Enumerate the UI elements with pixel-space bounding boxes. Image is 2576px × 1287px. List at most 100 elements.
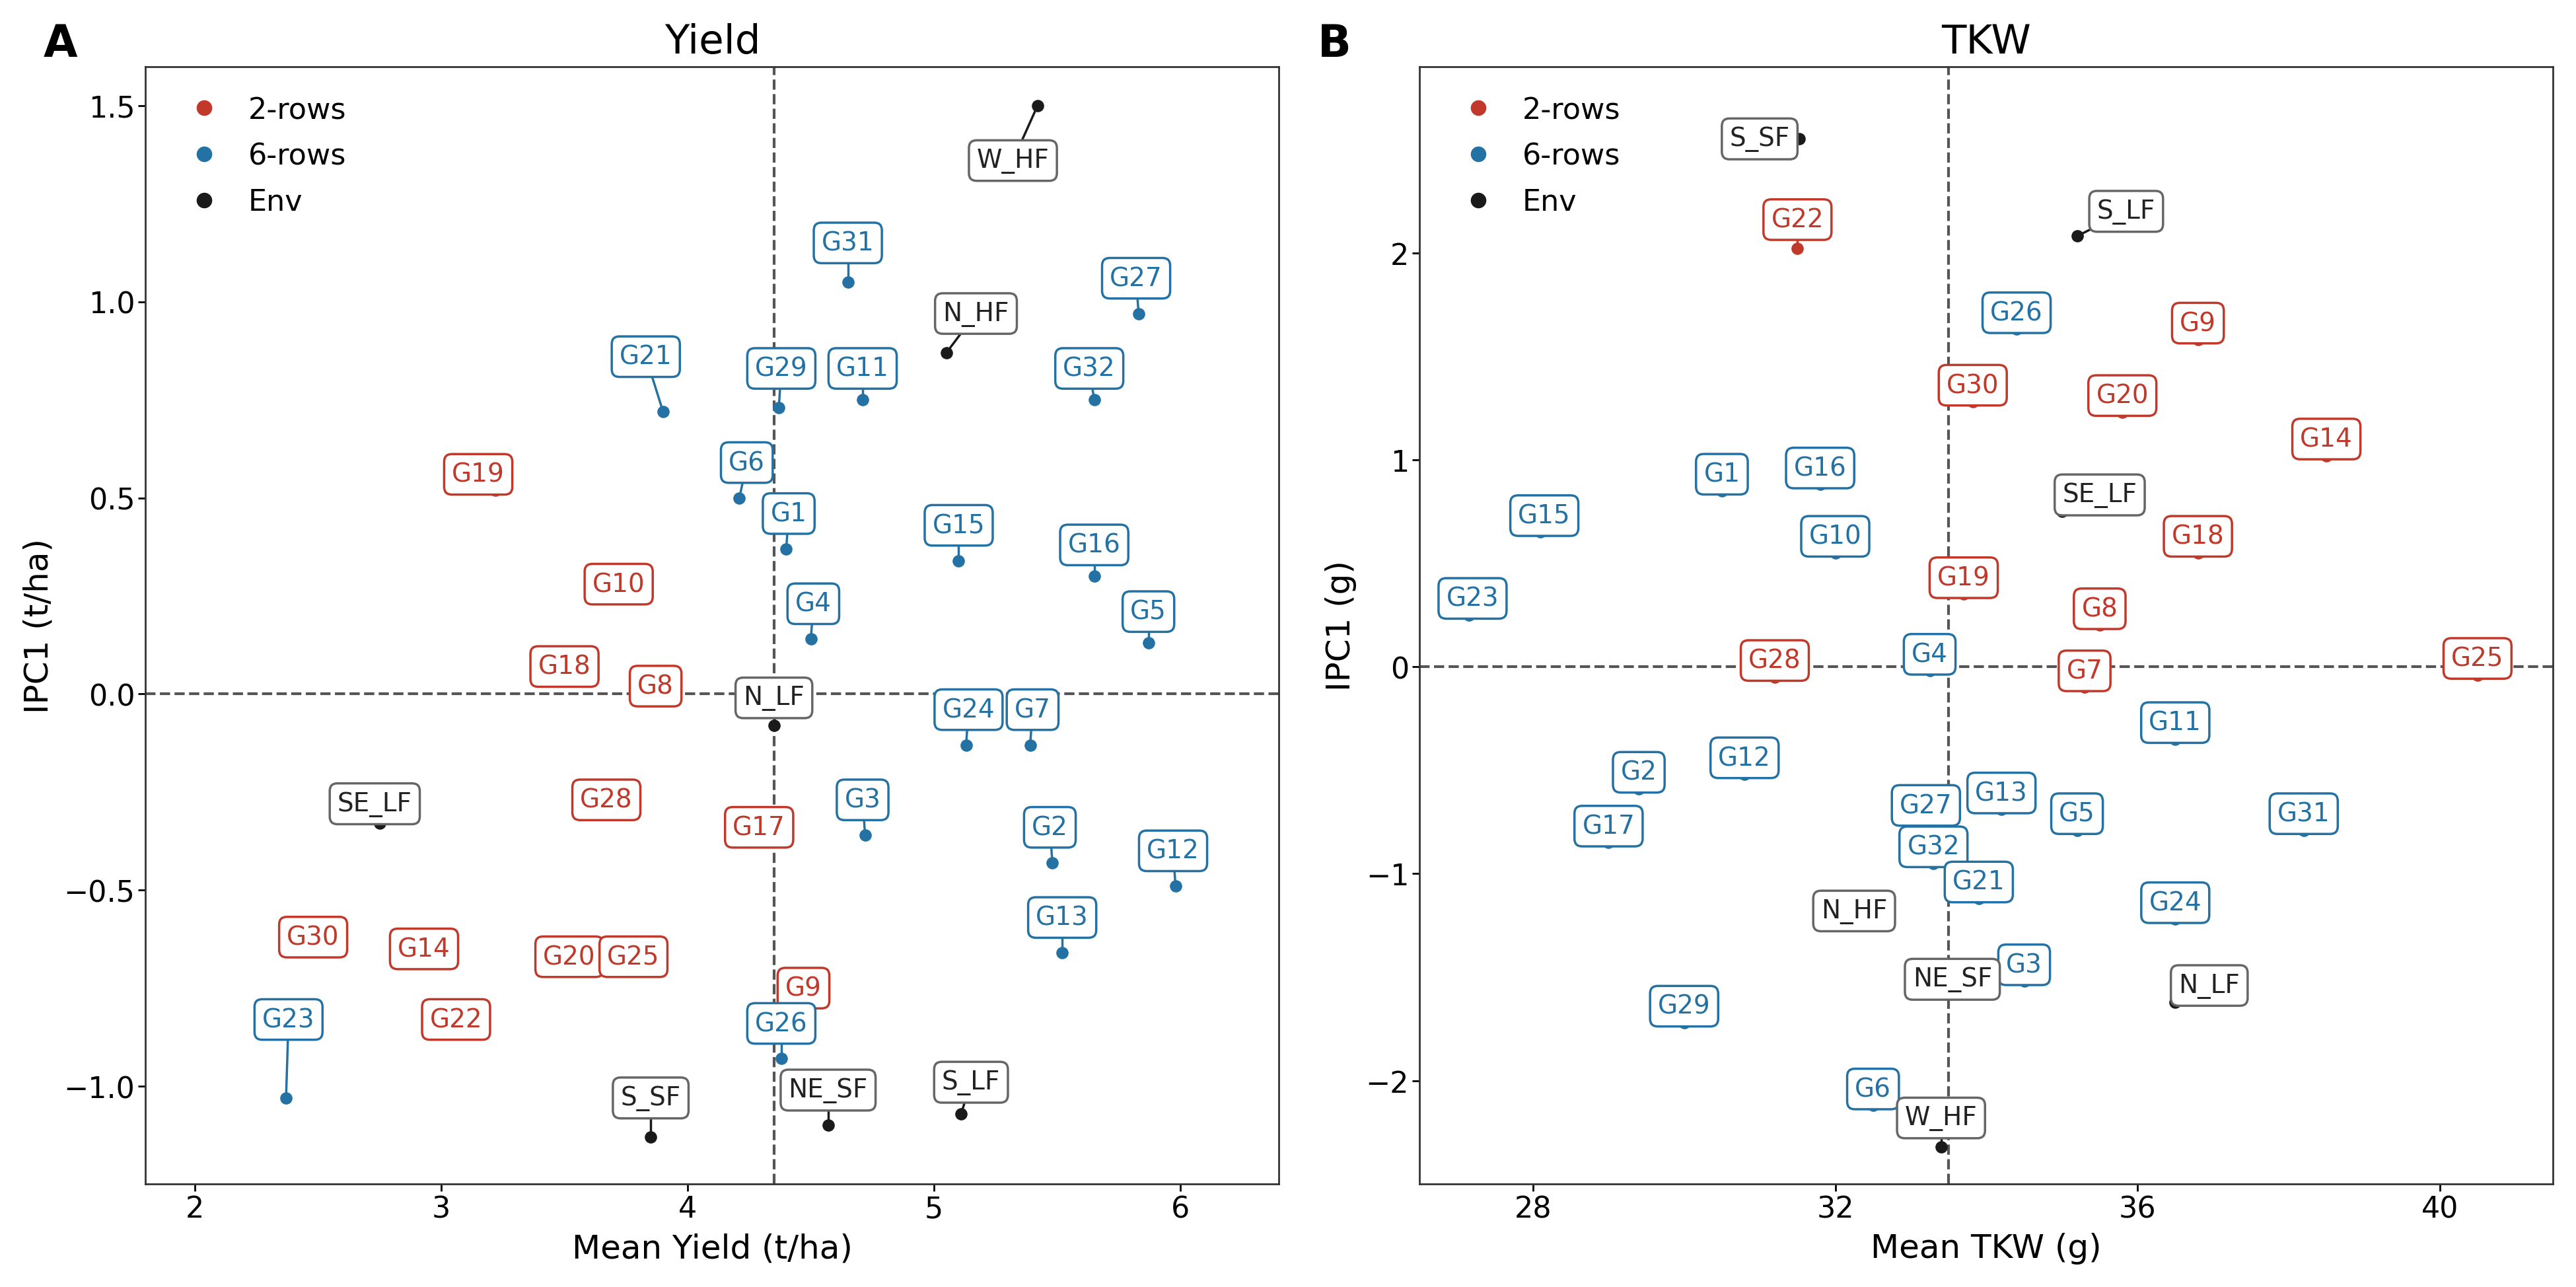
Text: G21: G21 bbox=[1953, 870, 2004, 894]
Text: NE_SF: NE_SF bbox=[1911, 967, 1991, 992]
Text: G7: G7 bbox=[2066, 659, 2102, 683]
Point bbox=[587, 802, 629, 822]
Text: SE_LF: SE_LF bbox=[2063, 483, 2138, 508]
Point bbox=[1074, 566, 1115, 587]
Point bbox=[938, 551, 979, 571]
Point bbox=[2004, 972, 2045, 992]
Point bbox=[631, 1127, 672, 1148]
Point bbox=[2063, 677, 2105, 698]
Point bbox=[1074, 390, 1115, 411]
Point bbox=[945, 735, 987, 755]
Title: TKW: TKW bbox=[1942, 23, 2032, 62]
Point bbox=[438, 1009, 479, 1030]
Text: G6: G6 bbox=[1855, 1076, 1891, 1102]
Text: G21: G21 bbox=[618, 345, 672, 369]
Text: G3: G3 bbox=[2007, 952, 2043, 978]
Point bbox=[2177, 543, 2218, 564]
Point bbox=[600, 586, 641, 606]
Point bbox=[1154, 876, 1195, 897]
Text: G24: G24 bbox=[2148, 891, 2202, 915]
Point bbox=[636, 683, 677, 704]
Text: G32: G32 bbox=[1906, 834, 1960, 860]
Text: W_HF: W_HF bbox=[976, 148, 1048, 174]
Point bbox=[2102, 403, 2143, 423]
Point bbox=[1754, 667, 1795, 687]
Text: N_LF: N_LF bbox=[2179, 973, 2241, 999]
Point bbox=[1128, 633, 1170, 654]
Title: Yield: Yield bbox=[665, 23, 760, 62]
Text: G27: G27 bbox=[1110, 266, 1162, 291]
Text: S_SF: S_SF bbox=[621, 1085, 680, 1111]
Point bbox=[791, 629, 832, 650]
Text: G16: G16 bbox=[1793, 456, 1847, 481]
Point bbox=[1906, 812, 1947, 833]
Point bbox=[757, 398, 799, 418]
Text: N_HF: N_HF bbox=[943, 301, 1010, 327]
Point bbox=[1448, 605, 1489, 625]
Point bbox=[1981, 799, 2022, 820]
Text: G29: G29 bbox=[1659, 994, 1710, 1019]
Text: S_LF: S_LF bbox=[943, 1069, 999, 1095]
Y-axis label: IPC1 (g): IPC1 (g) bbox=[1324, 560, 1358, 691]
Text: G19: G19 bbox=[1937, 565, 1991, 591]
Point bbox=[1118, 304, 1159, 324]
Point bbox=[1664, 1013, 1705, 1033]
Point bbox=[1010, 735, 1051, 755]
Point bbox=[1033, 852, 1074, 873]
Point bbox=[1018, 97, 1059, 117]
Text: G29: G29 bbox=[755, 356, 809, 381]
Point bbox=[641, 402, 683, 422]
Point bbox=[1801, 475, 1842, 495]
Point bbox=[1860, 915, 1901, 936]
Text: G18: G18 bbox=[2172, 524, 2223, 550]
Point bbox=[2282, 820, 2324, 840]
Legend: 2-rows, 6-rows, Env: 2-rows, 6-rows, Env bbox=[1435, 82, 1636, 232]
Text: G3: G3 bbox=[845, 788, 881, 812]
Point bbox=[1723, 764, 1765, 785]
Text: G9: G9 bbox=[2179, 311, 2215, 336]
Point bbox=[613, 947, 654, 968]
Text: G20: G20 bbox=[544, 945, 595, 969]
Point bbox=[2306, 445, 2347, 466]
Text: G30: G30 bbox=[286, 925, 340, 950]
X-axis label: Mean Yield (t/ha): Mean Yield (t/ha) bbox=[572, 1233, 853, 1264]
Point bbox=[1996, 319, 2038, 340]
Text: G7: G7 bbox=[1015, 698, 1051, 722]
Text: G13: G13 bbox=[1976, 781, 2027, 806]
Text: B: B bbox=[1319, 22, 1352, 66]
Text: G26: G26 bbox=[755, 1012, 809, 1036]
Point bbox=[301, 931, 343, 951]
Text: G26: G26 bbox=[1991, 301, 2043, 326]
Text: G30: G30 bbox=[1947, 373, 1999, 398]
Text: G17: G17 bbox=[1582, 813, 1636, 839]
Point bbox=[2154, 730, 2195, 750]
Point bbox=[2458, 665, 2499, 686]
Point bbox=[940, 1103, 981, 1124]
Text: G25: G25 bbox=[2452, 646, 2504, 672]
Text: G9: G9 bbox=[786, 976, 822, 1001]
Text: G11: G11 bbox=[2148, 710, 2202, 735]
Text: N_HF: N_HF bbox=[1821, 898, 1888, 924]
Text: S_LF: S_LF bbox=[2097, 199, 2156, 225]
Point bbox=[760, 1049, 801, 1069]
Point bbox=[1520, 523, 1561, 543]
Text: G22: G22 bbox=[1772, 207, 1824, 233]
Text: G5: G5 bbox=[2058, 802, 2094, 826]
Point bbox=[1922, 1136, 1963, 1157]
Text: G15: G15 bbox=[933, 514, 984, 538]
Point bbox=[752, 716, 793, 736]
Text: G13: G13 bbox=[1036, 905, 1090, 931]
Text: G16: G16 bbox=[1069, 533, 1121, 557]
Text: G32: G32 bbox=[1064, 356, 1115, 381]
Point bbox=[1909, 662, 1950, 682]
Point bbox=[1814, 543, 1855, 564]
Legend: 2-rows, 6-rows, Env: 2-rows, 6-rows, Env bbox=[160, 82, 361, 232]
Text: G5: G5 bbox=[1131, 600, 1167, 624]
Text: G4: G4 bbox=[1911, 642, 1947, 667]
Point bbox=[786, 986, 827, 1006]
Text: G15: G15 bbox=[1517, 503, 1571, 529]
Point bbox=[2154, 909, 2195, 929]
Text: G14: G14 bbox=[397, 937, 451, 961]
Text: G12: G12 bbox=[1146, 839, 1200, 864]
Point bbox=[925, 342, 966, 363]
